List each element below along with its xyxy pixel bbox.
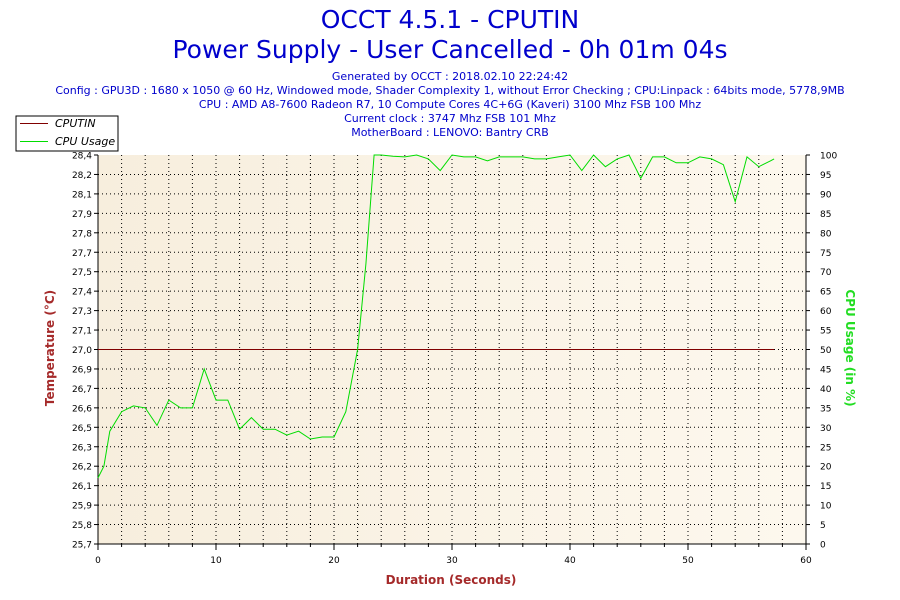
info-cpu: CPU : AMD A8-7600 Radeon R7, 10 Compute …: [198, 98, 702, 111]
y2-tick-label: 80: [820, 229, 832, 239]
y-tick-label: 25,8: [72, 521, 92, 531]
grid: [98, 155, 806, 544]
x-tick-label: 50: [682, 556, 694, 566]
y-tick-label: 26,1: [72, 482, 92, 492]
y-tick-label: 27,8: [72, 229, 92, 239]
y-tick-label: 27,5: [72, 268, 92, 278]
chart-subtitle: Power Supply - User Cancelled - 0h 01m 0…: [172, 35, 728, 64]
x-tick-label: 40: [564, 556, 576, 566]
x-tick-label: 10: [210, 556, 222, 566]
x-tick-label: 30: [446, 556, 458, 566]
y-tick-label: 26,6: [72, 404, 92, 414]
y2-tick-label: 70: [820, 268, 832, 278]
y-tick-label: 26,7: [72, 385, 92, 395]
y-tick-label: 26,2: [72, 463, 92, 473]
y-tick-label: 27,1: [72, 327, 92, 337]
x-tick-label: 60: [800, 556, 812, 566]
y-tick-label: 26,3: [72, 443, 92, 453]
legend: CPUTIN CPU Usage: [15, 115, 119, 152]
y2-tick-label: 25: [820, 443, 831, 453]
y-tick-label: 27,0: [72, 346, 92, 356]
y2-tick-label: 85: [820, 210, 831, 220]
y2-tick-label: 15: [820, 482, 831, 492]
y2-tick-label: 60: [820, 307, 832, 317]
info-motherboard: MotherBoard : LENOVO: Bantry CRB: [351, 126, 549, 139]
info-config: Config : GPU3D : 1680 x 1050 @ 60 Hz, Wi…: [55, 84, 845, 97]
y2-tick-label: 10: [820, 502, 832, 512]
y2-tick-label: 45: [820, 365, 831, 375]
y2-tick-label: 40: [820, 385, 832, 395]
x-tick-label: 20: [328, 556, 340, 566]
info-generated: Generated by OCCT : 2018.02.10 22:24:42: [331, 70, 569, 83]
y2-tick-label: 95: [820, 171, 831, 181]
y2-tick-label: 90: [820, 190, 832, 200]
y2-tick-label: 55: [820, 327, 831, 337]
y2-axis-label: CPU Usage (in %): [843, 289, 857, 406]
y2-tick-label: 65: [820, 288, 831, 298]
legend-label-cputin: CPUTIN: [55, 117, 96, 130]
x-axis-label: Duration (Seconds): [386, 573, 517, 587]
y-tick-label: 28,4: [72, 152, 92, 162]
y2-tick-label: 30: [820, 424, 832, 434]
y2-tick-label: 5: [820, 521, 826, 531]
series-line-cpu-usage: [97, 154, 775, 479]
legend-label-cpu-usage: CPU Usage: [55, 135, 115, 148]
y2-tick-label: 35: [820, 404, 831, 414]
y-tick-label: 26,5: [72, 424, 92, 434]
series: [97, 154, 775, 479]
y2-tick-label: 50: [820, 346, 832, 356]
y-tick-label: 27,9: [72, 210, 92, 220]
y-tick-label: 28,2: [72, 171, 92, 181]
y-tick-label: 26,9: [72, 365, 92, 375]
y2-tick-label: 75: [820, 249, 831, 259]
y-tick-label: 27,7: [72, 249, 92, 259]
y-tick-label: 28,1: [72, 190, 92, 200]
y2-tick-label: 100: [820, 152, 837, 162]
y-tick-label: 27,3: [72, 307, 92, 317]
y-tick-label: 27,4: [72, 288, 92, 298]
y-tick-label: 25,7: [72, 541, 92, 551]
x-tick-label: 0: [95, 556, 101, 566]
y2-tick-label: 20: [820, 463, 832, 473]
info-current-clock: Current clock : 3747 Mhz FSB 101 Mhz: [344, 112, 556, 125]
y-axis-label: Temperature (°C): [43, 290, 57, 406]
y-tick-label: 25,9: [72, 502, 92, 512]
chart-title: OCCT 4.5.1 - CPUTIN: [320, 5, 580, 34]
y2-tick-label: 0: [820, 541, 826, 551]
